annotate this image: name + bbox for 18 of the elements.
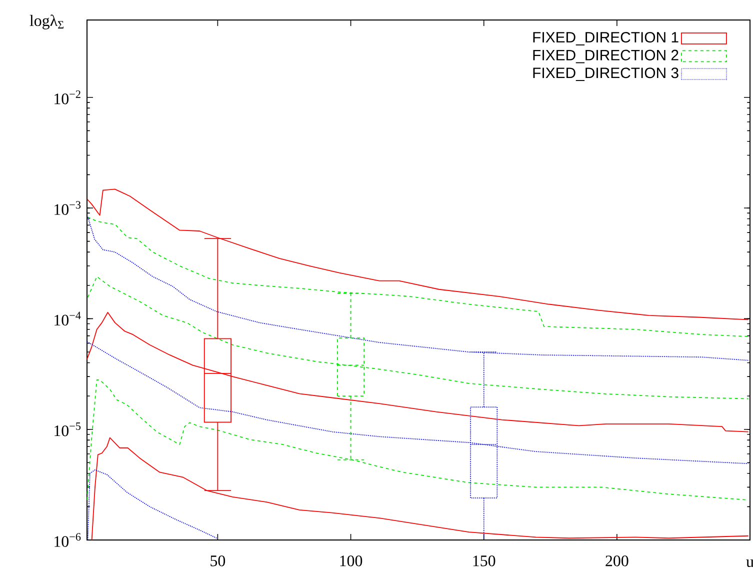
x-tick-label: 100	[340, 556, 362, 566]
line-series	[87, 216, 749, 337]
line-series	[87, 312, 749, 432]
y-tick-label: 10$^{−2}$	[54, 90, 80, 104]
line-series	[87, 469, 218, 540]
x-tick-label: 150	[473, 556, 496, 566]
x-tick-label: 50	[210, 556, 226, 566]
y-tick-label: 10$^{−3}$	[54, 201, 81, 215]
legend-label: FIXED_DIRECTION 2	[533, 50, 678, 64]
line-series	[91, 437, 749, 540]
y-tick-label: 10$^{−6}$	[54, 533, 81, 547]
y-tick-label: 10$^{−5}$	[54, 422, 81, 436]
legend-label: FIXED_DIRECTION 3	[533, 68, 678, 82]
line-series	[87, 276, 749, 400]
y-axis-title: logλ$_{Σ}$	[30, 14, 64, 30]
x-tick-label: 200	[606, 556, 628, 566]
y-tick-label: 10$^{−4}$	[54, 312, 81, 326]
legend-label: FIXED_DIRECTION 1	[533, 32, 678, 46]
